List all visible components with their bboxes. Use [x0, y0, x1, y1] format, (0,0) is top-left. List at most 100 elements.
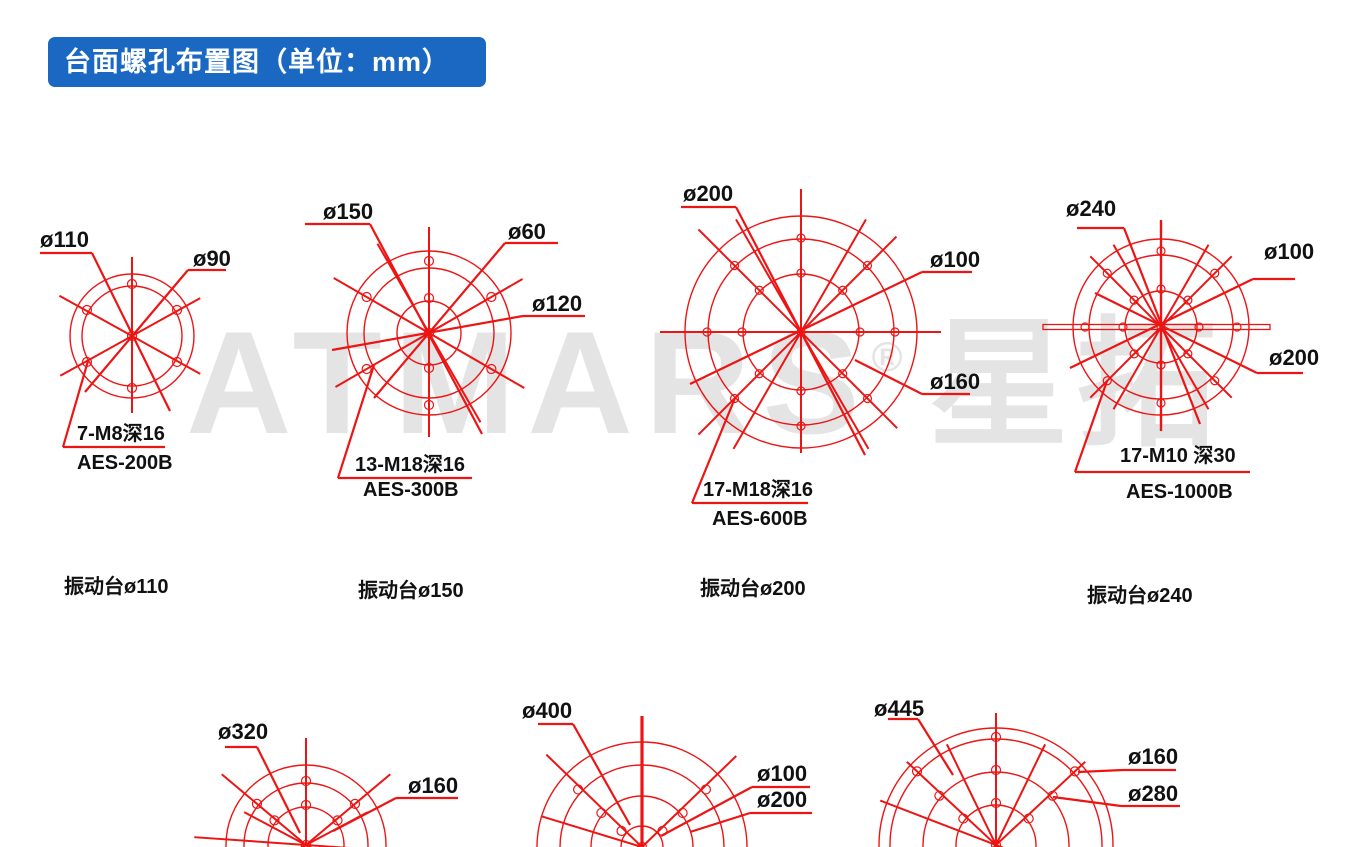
bolt-hole [251, 798, 263, 809]
leader-line [332, 797, 397, 832]
bolt-hole [1129, 349, 1139, 359]
bolt-hole [1232, 322, 1242, 332]
leader-line [854, 359, 923, 395]
holes-spec-label: 17-M18深16 [703, 478, 813, 501]
bolt-hole [1102, 376, 1112, 386]
diagram-bottom-left: ø320 ø160 [194, 719, 458, 847]
dim-label-110: ø110 [40, 227, 89, 252]
bolt-hole [890, 327, 900, 337]
dim-label-90: ø90 [193, 246, 231, 271]
center-hole [990, 839, 1002, 847]
dim-label-160: ø160 [1128, 744, 1178, 769]
dim-label-200: ø200 [757, 787, 807, 812]
bolt-hole [677, 807, 688, 819]
model-label: AES-200B [77, 452, 173, 474]
leader-line [369, 223, 483, 435]
bolt-hole [729, 260, 740, 271]
bolt-hole [423, 292, 435, 304]
dim-label-200: ø200 [683, 181, 733, 206]
spoke-line [640, 755, 737, 847]
bolt-hole [81, 304, 93, 316]
bolt-hole [862, 393, 873, 404]
spoke-line [697, 235, 898, 436]
bolt-hole [596, 807, 607, 819]
dim-label-240: ø240 [1066, 196, 1116, 221]
bolt-hole [958, 813, 969, 824]
center-hole [126, 330, 138, 342]
bolt-hole [300, 775, 312, 787]
bolt-hole [1156, 284, 1166, 294]
spoke-line [1112, 244, 1210, 410]
bolt-hole [361, 363, 372, 375]
leader-line [1094, 292, 1258, 374]
bolt-hole [838, 285, 848, 295]
leader-line [91, 252, 171, 412]
bolt-hole [1156, 246, 1166, 256]
bolt-hole [737, 327, 747, 337]
dim-label-150: ø150 [323, 199, 373, 224]
caption-aes-600b: 振动台ø200 [700, 578, 806, 600]
diagram-aes-300b: ø150 ø60 ø120 13-M18深16 AES-300B [305, 199, 585, 501]
leader-line [84, 269, 189, 393]
leader-line [689, 811, 751, 834]
bolt-hole [269, 815, 280, 826]
bolt-hole [934, 790, 945, 801]
leader-line [1069, 278, 1254, 369]
bolt-hole [486, 291, 497, 303]
leader-line [256, 746, 301, 834]
bolt-hole [300, 799, 312, 811]
caption-aes-300b: 振动台ø150 [358, 580, 464, 602]
bolt-hole [1102, 268, 1112, 278]
dim-label-280: ø280 [1128, 781, 1178, 806]
bolt-hole [990, 797, 1002, 809]
holes-spec-label: 13-M18深16 [355, 453, 465, 476]
leader-line [689, 271, 923, 385]
dim-label-160: ø160 [930, 369, 980, 394]
bolt-hole [1023, 813, 1034, 824]
leader-line [61, 360, 90, 448]
dim-label-100: ø100 [1264, 239, 1314, 264]
page-title: 台面螺孔布置图（单位：mm） [64, 47, 451, 77]
bolt-hole [361, 291, 372, 303]
dim-label-320: ø320 [218, 719, 268, 744]
dim-label-160: ø160 [408, 773, 458, 798]
bolt-hole [796, 233, 806, 243]
leader-line [1077, 768, 1124, 774]
bolt-hole [616, 825, 627, 837]
bolt-hole [1210, 268, 1220, 278]
leader-line [660, 786, 753, 837]
model-label: AES-600B [712, 508, 808, 530]
bolt-hole [423, 255, 435, 267]
bolt-hole [729, 393, 740, 404]
spoke-line [194, 836, 349, 847]
bolt-hole [1194, 322, 1204, 332]
bolt-hole [1183, 349, 1193, 359]
bolt-hole [862, 260, 873, 271]
bolt-hole [1047, 790, 1058, 801]
bolt-hole [1210, 376, 1220, 386]
bolt-hole [423, 362, 435, 374]
bolt-hole [126, 382, 138, 394]
caption-aes-1000b: 振动台ø240 [1087, 585, 1193, 607]
bolt-hole [1156, 398, 1166, 408]
bolt-hole [1156, 360, 1166, 370]
dim-label-120: ø120 [532, 291, 582, 316]
bolt-hole [1118, 322, 1128, 332]
bolt-hole [702, 327, 712, 337]
leader-line [1052, 795, 1122, 808]
spoke-line [732, 218, 867, 450]
bolt-hole [796, 421, 806, 431]
bolt-hole [572, 784, 584, 795]
diagram-aes-200b: ø110 ø90 7-M8深16 AES-200B [40, 227, 231, 474]
leader-line [336, 364, 376, 479]
watermark-latin: ATMARS [186, 301, 872, 464]
bolt-hole [349, 798, 361, 809]
center-hole [300, 839, 312, 847]
bolt-hole [171, 304, 183, 316]
leader-line [1073, 380, 1109, 473]
brand-watermark: ATMARS® 星拓 [186, 310, 1225, 456]
bolt-hole [990, 731, 1002, 743]
bolt-hole [171, 356, 183, 368]
